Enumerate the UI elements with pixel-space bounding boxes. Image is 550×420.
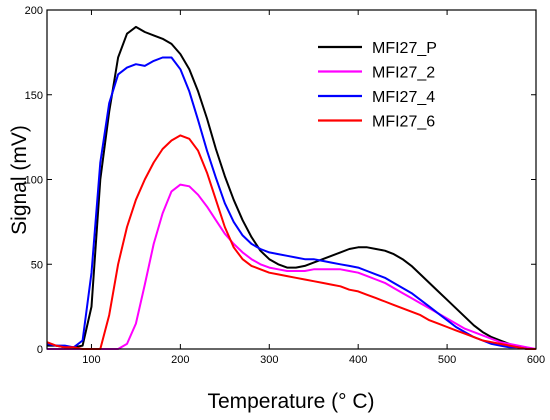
x-tick-label: 100: [82, 354, 100, 366]
x-tick-label: 500: [438, 354, 456, 366]
y-tick-label: 100: [25, 175, 43, 187]
series-line-MFI27_4: [46, 56, 536, 350]
plot-area: [46, 25, 537, 350]
legend-label: MFI27_6: [372, 114, 435, 131]
y-tick-label: 0: [37, 344, 43, 356]
legend-label: MFI27_4: [372, 89, 435, 106]
x-tick-label: 600: [527, 354, 545, 366]
series-line-MFI27_2: [47, 183, 537, 350]
x-tick-label: 400: [349, 354, 367, 366]
legend: MFI27_P MFI27_2 MFI27_4 MFI27_6: [300, 28, 510, 140]
plot-frame: [46, 9, 537, 350]
series-line-MFI27_6: [46, 134, 536, 350]
legend-label: MFI27_2: [372, 65, 435, 82]
x-tick-label: 200: [171, 354, 189, 366]
series-line-MFI27_P: [47, 25, 536, 350]
y-tick-label: 150: [25, 90, 43, 102]
x-tick-label: 300: [260, 354, 278, 366]
x-axis-title: Temperature (° C): [207, 390, 374, 413]
y-tick-label: 50: [31, 259, 43, 271]
y-tick-label: 200: [25, 5, 43, 17]
legend-label: MFI27_P: [372, 40, 437, 57]
y-axis-title: Signal (mV): [8, 125, 31, 235]
